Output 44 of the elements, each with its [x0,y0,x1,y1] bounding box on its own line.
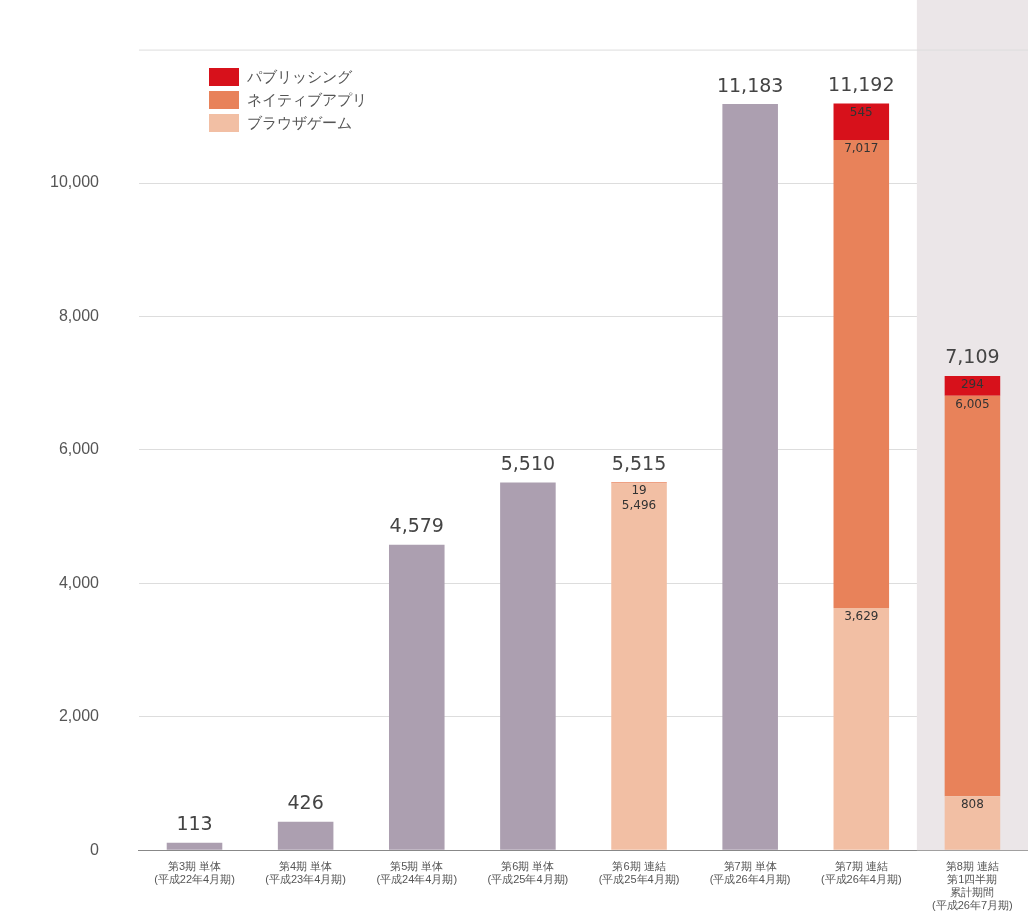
legend-label: パブリッシング [246,67,352,87]
total-label: 11,183 [716,73,784,96]
total-label: 113 [176,812,213,835]
bar [388,544,445,850]
bar [500,482,556,850]
data-label: 7,017 [844,141,879,156]
x-tick-label: 第5期 単体(平成24年4月期) [376,859,458,886]
y-tick-label: 10,000 [50,173,100,191]
y-tick-label: 0 [90,840,100,858]
y-tick-label: 2,000 [58,707,100,725]
y-tick-label: 4,000 [58,573,100,591]
data-label: 294 [960,377,984,392]
bar [833,103,890,140]
x-tick-label: 第7期 単体(平成26年4月期) [709,859,791,886]
data-label: 808 [960,797,984,812]
x-tick-label: 第7期 連結(平成26年4月期) [820,859,902,886]
legend-label: ネイティブアプリ [246,90,367,110]
total-label: 5,515 [611,451,667,474]
bar [833,608,890,850]
total-label: 426 [287,791,324,814]
x-tick-label: 第3期 単体(平成22年4月期) [154,859,235,886]
total-label: 4,579 [389,514,444,537]
bar [277,821,334,850]
data-label: 545 [849,104,873,119]
data-label: 5,496 [621,498,657,513]
x-tick-label: 第8期 連結第1四半期累計期間(平成26年7月期) [932,859,1013,912]
data-label: 19 [631,483,647,498]
total-label: 5,510 [500,452,556,475]
bar [944,395,1001,797]
x-tick-label: 第4期 単体(平成23年4月期) [265,859,346,886]
y-tick-label: 6,000 [58,440,100,458]
bar [944,796,1001,850]
x-tick-label: 第6期 単体(平成25年4月期) [487,859,569,886]
bar [722,104,778,850]
data-label: 6,005 [955,396,990,411]
bar [166,842,223,850]
legend-label: ブラウザゲーム [246,113,352,133]
data-label: 3,629 [844,609,879,624]
y-tick-label: 8,000 [58,306,100,324]
bar [611,483,667,850]
total-label: 7,109 [945,345,1000,368]
x-tick-label: 第6期 連結(平成25年4月期) [598,859,680,886]
bar [833,139,890,609]
total-label: 11,192 [828,73,895,96]
